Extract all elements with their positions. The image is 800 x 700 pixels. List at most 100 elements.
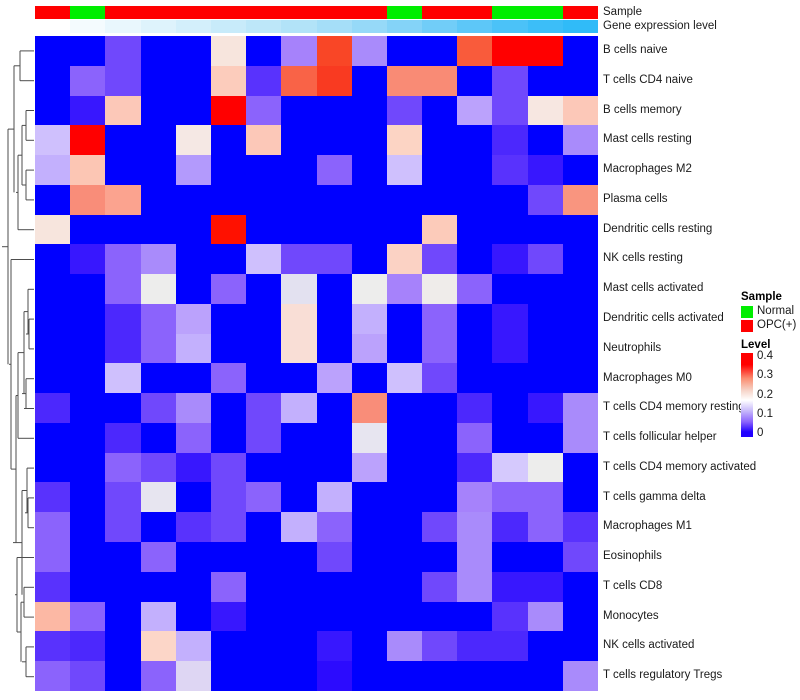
heatmap-cell [175,363,211,394]
sample-anno-cell-3 [105,6,141,19]
heatmap-cell [246,363,282,394]
heatmap-cell [492,244,528,275]
heatmap-cell [35,244,71,275]
heatmap-cell [562,333,598,364]
heatmap-cell [140,184,176,215]
heatmap-cell [316,65,352,96]
heatmap-cell [422,422,458,453]
heatmap-cell [210,512,247,543]
heatmap-cell [175,214,211,245]
heatmap-cell [105,571,141,602]
heatmap-cell [457,363,493,394]
heatmap-cell [70,95,106,126]
heatmap-cell [105,125,141,156]
heatmap-cell [492,36,528,66]
heatmap-cell [35,393,71,423]
heatmap-cell [316,36,352,66]
heatmap-cell [35,274,71,304]
heatmap-row [35,482,598,513]
heatmap-cell [175,36,211,66]
heatmap-cell [140,274,176,304]
heatmap-cell [562,571,598,602]
heatmap-cell [316,274,352,304]
heatmap-cell [316,393,352,423]
heatmap-cell [422,393,458,423]
heatmap-cell [35,452,71,483]
heatmap-cell [562,303,598,334]
legend-level-tick: 0.1 [757,407,773,420]
heatmap-cell [527,184,563,215]
heatmap-cell [457,36,493,66]
heatmap-cell [175,65,211,96]
heatmap-cell [246,184,282,215]
heatmap-cell [246,393,282,423]
heatmap-cell [140,155,176,185]
legend-sample-title: Sample [741,291,782,303]
heatmap-cell [527,65,563,96]
heatmap-row [35,631,598,662]
heatmap-row [35,542,598,572]
heatmap-cell [422,214,458,245]
heatmap-cell [386,333,423,364]
heatmap-cell [70,65,106,96]
heatmap-cell [281,184,317,215]
heatmap-cell [422,36,458,66]
heatmap-cell [281,542,317,572]
heatmap-row [35,214,598,245]
heatmap-cell [281,631,317,662]
heatmap-cell [35,363,71,394]
heatmap-cell [70,631,106,662]
heatmap-cell [457,155,493,185]
heatmap-cell [105,65,141,96]
legend-label-normal: Normal [757,305,795,318]
heatmap-cell [492,274,528,304]
legend-item-normal: Normal [741,306,800,319]
heatmap-cell [492,631,528,662]
heatmap-cell [246,542,282,572]
heatmap-cell [246,661,282,691]
heatmap-cell [105,542,141,572]
row-dendrogram [2,50,34,678]
row-label: T cells CD4 naive [603,73,693,86]
heatmap-cell [492,303,528,334]
gene-expression-anno-cell-2 [70,20,106,33]
heatmap-cell [422,512,458,543]
heatmap-cell [492,571,528,602]
heatmap-cell [175,155,211,185]
heatmap-cell [175,661,211,691]
heatmap-cell [527,303,563,334]
heatmap-cell [562,36,598,66]
row-label: T cells CD4 memory activated [603,460,757,473]
heatmap-cell [316,631,352,662]
heatmap-row [35,303,598,334]
heatmap-cell [386,422,423,453]
row-label-column: B cells naive T cells CD4 naive B cells me… [603,36,800,691]
heatmap-cell [210,422,247,453]
heatmap-cell [316,244,352,275]
heatmap-cell [35,661,71,691]
heatmap-cell [527,512,563,543]
heatmap-cell [422,452,458,483]
heatmap-cell [316,512,352,543]
heatmap-row [35,452,598,483]
heatmap-cell [105,393,141,423]
heatmap-cell [281,125,317,156]
heatmap-cell [316,95,352,126]
heatmap-cell [386,184,423,215]
heatmap-cell [246,125,282,156]
heatmap-cell [562,542,598,572]
heatmap-cell [175,125,211,156]
heatmap-row [35,422,598,453]
heatmap-cell [140,571,176,602]
heatmap-cell [457,422,493,453]
row-label: NK cells activated [603,639,695,652]
heatmap-cell [140,482,176,513]
heatmap-cell [457,452,493,483]
heatmap-cell [422,542,458,572]
heatmap-cell [246,36,282,66]
heatmap-cell [527,333,563,364]
heatmap-cell [175,482,211,513]
heatmap-cell [351,155,387,185]
sample-anno-cell-6 [210,6,247,19]
heatmap-cell [175,333,211,364]
